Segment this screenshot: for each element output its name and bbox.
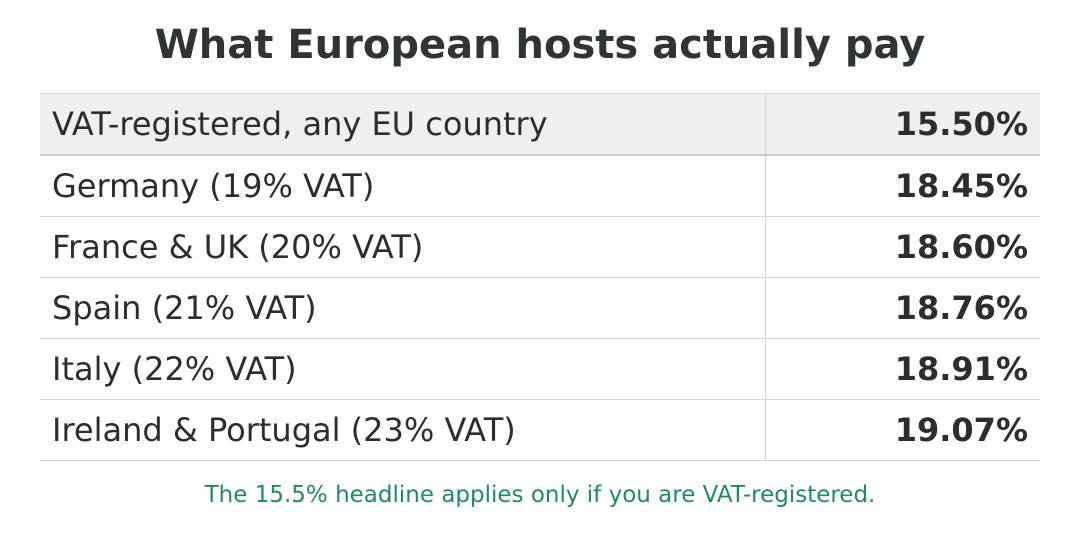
label-cell: VAT-registered, any EU country: [40, 93, 766, 156]
rate-cell: 18.76%: [765, 277, 1040, 339]
title: What European hosts actually pay: [154, 22, 926, 68]
rate-cell: 19.07%: [765, 399, 1040, 461]
rate-cell: 18.45%: [765, 154, 1040, 217]
label-cell: Spain (21% VAT): [40, 277, 766, 339]
rate-cell: 15.50%: [765, 93, 1040, 156]
footnote: The 15.5% headline applies only if you a…: [204, 482, 876, 508]
table-row: France & UK (20% VAT) 18.60%: [40, 216, 1040, 278]
table-row: VAT-registered, any EU country 15.50%: [40, 93, 1040, 156]
rate-cell: 18.91%: [765, 338, 1040, 400]
rates-table: VAT-registered, any EU country 15.50% Germ…: [40, 93, 1040, 461]
label-cell: Germany (19% VAT): [40, 154, 766, 217]
table-row: Italy (22% VAT) 18.91%: [40, 338, 1040, 400]
label-cell: France & UK (20% VAT): [40, 216, 766, 278]
label-cell: Ireland & Portugal (23% VAT): [40, 399, 766, 461]
table-row: Spain (21% VAT) 18.76%: [40, 277, 1040, 339]
rate-cell: 18.60%: [765, 216, 1040, 278]
table-row: Ireland & Portugal (23% VAT) 19.07%: [40, 399, 1040, 461]
table-row: Germany (19% VAT) 18.45%: [40, 154, 1040, 217]
label-cell: Italy (22% VAT): [40, 338, 766, 400]
